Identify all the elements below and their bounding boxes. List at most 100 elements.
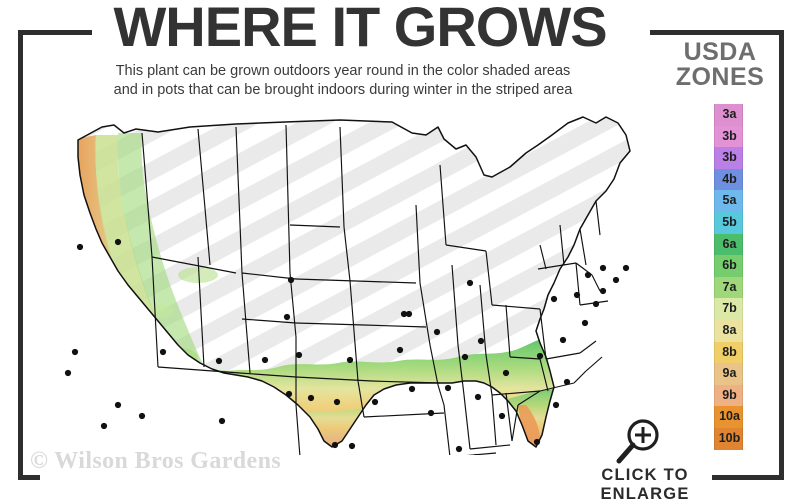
map-city-dot [218,417,226,425]
map-city-dot [444,384,452,392]
legend-swatch-label: 7b [722,301,737,316]
map-city-dot [599,264,607,272]
legend-swatch-label: 3b [722,128,737,143]
map-city-dot [581,319,589,327]
map-city-dot [536,352,544,360]
map-city-dot [295,351,303,359]
legend-swatch-label: 5a [722,193,737,208]
map-city-dot [348,442,356,450]
legend-swatch-8b-11: 8b [714,341,743,364]
legend-swatch-label: 10a [719,409,740,424]
legend-swatch-9b-13: 9b [714,384,743,407]
map-city-dot [396,346,404,354]
frame-bottom-right-segment [712,475,784,480]
map-city-dot [285,390,293,398]
subtitle-line-2: and in pots that can be brought indoors … [113,82,573,98]
map-city-dot [215,357,223,365]
legend-swatch-10a-14: 10a [714,406,743,428]
legend-swatch-label: 8a [722,322,737,337]
legend-title-line-1: USDA [683,38,757,66]
map-city-dot [550,295,558,303]
legend-swatch-6a-6: 6a [714,233,743,256]
map-city-dot [400,310,408,318]
map-svg [64,116,631,455]
frame-top-right-segment [650,30,784,35]
subtitle-line-1: This plant can be grown outdoors year ro… [115,63,571,79]
legend-swatch-4b-3: 4b [714,168,743,191]
legend-swatch-label: 3a [722,107,737,121]
map-city-dot [455,445,463,453]
legend-swatch-7a-8: 7a [714,276,743,299]
legend-swatch-label: 6b [722,258,737,273]
legend-swatch-label: 5b [722,214,737,229]
legend-swatch-label: 7a [722,279,737,294]
usda-hardiness-zone-map[interactable] [40,105,650,455]
legend-swatch-3b-1: 3b [714,125,743,148]
usda-zones-legend: USDA ZONES 3a 3b 3b 4b 5a 5b 6a 6b 7a 7b 8a 8b 9a 9b 1… [660,36,780,466]
legend-title: USDA ZONES [660,40,780,90]
frame-left-segment [18,30,23,480]
map-city-dot [599,287,607,295]
frame-right-segment [779,30,784,480]
map-city-dot [405,310,413,318]
map-city-dot [498,412,506,420]
map-city-dot [307,394,315,402]
map-state-boundaries [77,116,631,455]
legend-swatch-3b-2: 3b [714,147,743,169]
map-city-dot [287,276,295,284]
legend-swatch-9a-12: 9a [714,363,743,385]
map-city-dot [138,412,146,420]
frame-top-left-segment [18,30,92,35]
legend-swatch-label: 8b [722,344,737,359]
map-city-dot [283,313,291,321]
map-west-coast-band [78,133,228,425]
map-city-dot [533,438,541,446]
legend-swatch-10b-15: 10b [714,427,743,450]
map-city-dot [114,401,122,409]
map-city-dot [622,264,630,272]
map-city-dot [461,353,469,361]
legend-swatch-3a-0: 3a [714,104,743,126]
map-city-dot [427,409,435,417]
map-city-dot [76,243,84,251]
map-city-dot [333,398,341,406]
map-city-dot [71,348,79,356]
legend-title-line-2: ZONES [675,63,765,91]
map-city-dot [563,378,571,386]
page-title: WHERE IT GROWS [113,0,607,58]
map-city-dot [559,336,567,344]
frame-bottom-left-segment [18,475,40,480]
page-subtitle: This plant can be grown outdoors year ro… [46,62,640,100]
map-city-dot [592,300,600,308]
legend-swatch-5b-5: 5b [714,211,743,234]
map-city-dot [408,385,416,393]
map-city-dot [371,398,379,406]
map-city-dot [502,369,510,377]
map-city-dot [159,348,167,356]
legend-swatch-label: 4b [722,171,737,186]
watermark: © Wilson Bros Gardens [30,448,282,474]
legend-swatch-7b-9: 7b [714,298,743,320]
map-city-dot [552,401,560,409]
legend-swatch-label: 9b [722,387,737,402]
map-city-dot [466,279,474,287]
legend-swatch-list: 3a 3b 3b 4b 5a 5b 6a 6b 7a 7b 8a 8b 9a 9b 10a 10b [714,104,743,450]
map-city-dot [346,356,354,364]
map-city-dot [331,441,339,449]
legend-swatch-label: 9a [722,366,737,381]
map-city-dot [261,356,269,364]
map-city-dot [100,422,108,430]
legend-swatch-label: 3b [722,150,737,165]
map-city-dot [584,271,592,279]
map-city-dot [612,276,620,284]
click-to-enlarge-label[interactable]: CLICK TO ENLARGE [600,466,690,503]
legend-swatch-5a-4: 5a [714,190,743,212]
legend-swatch-8a-10: 8a [714,319,743,342]
magnifier-plus-icon[interactable] [612,418,664,466]
map-city-dot [477,337,485,345]
legend-swatch-label: 6a [722,236,737,251]
map-city-dot [573,291,581,299]
map-city-dot [114,238,122,246]
map-city-dot [64,369,72,377]
